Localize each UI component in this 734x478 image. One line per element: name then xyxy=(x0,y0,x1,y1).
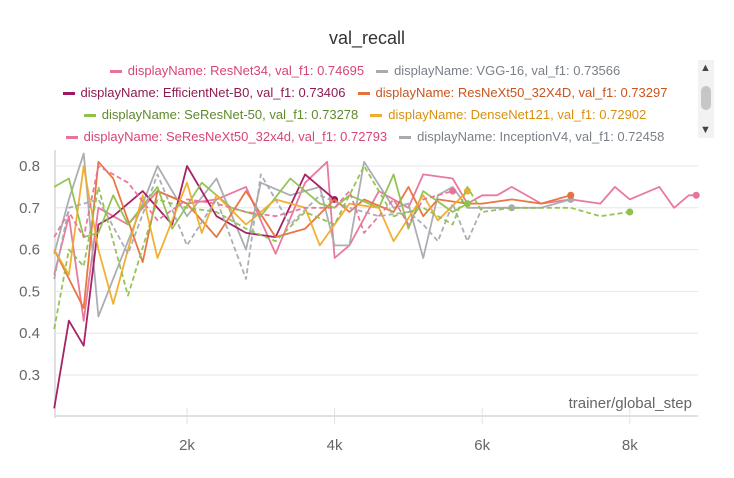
legend-swatch xyxy=(376,70,389,74)
legend-item[interactable]: displayName: SeResNet-50, val_f1: 0.7327… xyxy=(83,104,359,126)
legend-item[interactable]: displayName: ResNet34, val_f1: 0.74695 xyxy=(109,60,365,82)
y-tick-label: 0.8 xyxy=(19,158,40,175)
legend: displayName: ResNet34, val_f1: 0.74695 di… xyxy=(40,60,690,148)
y-tick-label: 0.3 xyxy=(19,367,40,384)
series-end-marker xyxy=(463,200,471,208)
legend-swatch xyxy=(109,70,122,74)
legend-label: displayName: VGG-16, val_f1: 0.73566 xyxy=(394,63,621,78)
legend-item[interactable]: displayName: SeResNeXt50_32x4d, val_f1: … xyxy=(65,126,388,148)
series-end-marker xyxy=(692,191,700,199)
legend-label: displayName: DenseNet121, val_f1: 0.7290… xyxy=(388,107,647,122)
x-tick-label: 8k xyxy=(622,437,638,454)
chart-title: val_recall xyxy=(328,28,406,48)
legend-swatch xyxy=(62,92,75,96)
y-tick-label: 0.6 xyxy=(19,242,40,259)
legend-item[interactable]: displayName: InceptionV4, val_f1: 0.7245… xyxy=(399,126,664,148)
x-axis-label: trainer/global_step xyxy=(569,395,692,412)
series-line xyxy=(53,165,453,238)
scrollbar-thumb[interactable] xyxy=(701,86,711,110)
legend-scrollbar[interactable]: ▲ ▼ xyxy=(698,60,714,138)
series-end-marker xyxy=(449,187,457,195)
legend-swatch xyxy=(357,92,370,96)
legend-swatch xyxy=(370,114,383,118)
legend-label: displayName: ResNet34, val_f1: 0.74695 xyxy=(127,63,365,78)
triangle-down-icon[interactable]: ▼ xyxy=(700,124,711,136)
series-line xyxy=(53,165,469,305)
legend-label: displayName: EfficientNet-B0, val_f1: 0.… xyxy=(80,85,346,100)
legend-item[interactable]: displayName: ResNeXt50_32X4D, val_f1: 0.… xyxy=(357,82,668,104)
x-tick-label: 4k xyxy=(327,437,343,454)
legend-swatch xyxy=(399,136,412,140)
legend-label: displayName: InceptionV4, val_f1: 0.7245… xyxy=(417,129,665,144)
legend-item[interactable]: displayName: DenseNet121, val_f1: 0.7290… xyxy=(370,104,646,126)
x-tick-label: 2k xyxy=(179,437,195,454)
legend-swatch xyxy=(83,114,96,118)
series-line xyxy=(53,152,572,318)
y-tick-label: 0.7 xyxy=(19,200,40,217)
y-tick-label: 0.4 xyxy=(19,325,40,342)
triangle-up-icon[interactable]: ▲ xyxy=(700,62,711,74)
series-line xyxy=(53,173,512,280)
legend-item[interactable]: displayName: EfficientNet-B0, val_f1: 0.… xyxy=(62,82,346,104)
series-end-marker xyxy=(626,208,634,216)
series-line xyxy=(53,165,630,330)
series-end-marker xyxy=(567,191,575,199)
x-tick-label: 6k xyxy=(474,437,490,454)
legend-item[interactable]: displayName: VGG-16, val_f1: 0.73566 xyxy=(376,60,620,82)
y-tick-label: 0.5 xyxy=(19,283,40,300)
series-line xyxy=(53,173,468,238)
legend-label: displayName: ResNeXt50_32X4D, val_f1: 0.… xyxy=(375,85,668,100)
legend-swatch xyxy=(65,136,78,140)
legend-label: displayName: SeResNeXt50_32x4d, val_f1: … xyxy=(83,129,388,144)
legend-label: displayName: SeResNet-50, val_f1: 0.7327… xyxy=(101,107,359,122)
